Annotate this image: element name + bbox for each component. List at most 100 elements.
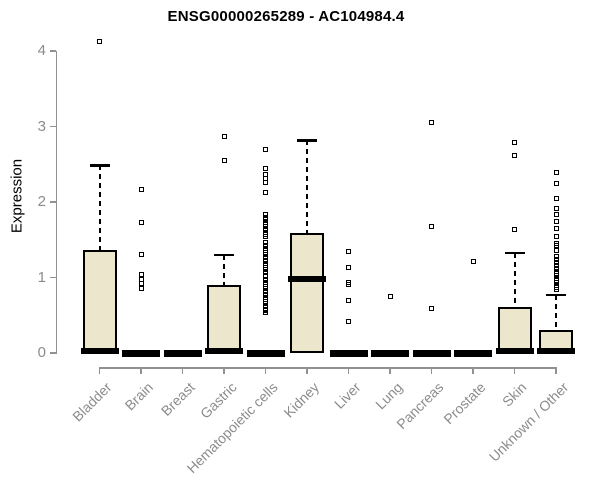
x-tick-label: Liver bbox=[331, 379, 364, 412]
outlier-point bbox=[263, 310, 268, 316]
outlier-point bbox=[553, 170, 559, 176]
median-line bbox=[537, 348, 575, 355]
x-tick-label: Kidney bbox=[280, 379, 323, 421]
x-axis-line bbox=[98, 367, 557, 369]
median-line bbox=[246, 349, 285, 357]
median-line bbox=[412, 349, 451, 357]
outlier-point bbox=[387, 293, 393, 299]
y-tick-label: 3 bbox=[37, 117, 46, 135]
median-line bbox=[454, 349, 492, 357]
median-line bbox=[371, 349, 409, 357]
y-tick bbox=[49, 125, 56, 128]
x-tick bbox=[555, 368, 557, 374]
outlier-point bbox=[263, 179, 268, 185]
outlier-point bbox=[512, 139, 517, 145]
x-tick bbox=[472, 368, 474, 374]
box bbox=[82, 249, 117, 353]
outlier-point bbox=[221, 157, 227, 163]
x-tick bbox=[223, 368, 225, 374]
outlier-point bbox=[553, 243, 559, 249]
x-tick-label: Lung bbox=[371, 379, 406, 413]
outlier-point bbox=[138, 286, 144, 292]
x-tick bbox=[389, 368, 391, 374]
whisker-cap bbox=[546, 293, 566, 297]
x-tick-label: Skin bbox=[499, 379, 530, 410]
whisker-line bbox=[306, 140, 308, 233]
box bbox=[497, 306, 532, 353]
outlier-point bbox=[553, 195, 559, 201]
outlier-point bbox=[553, 259, 559, 265]
outlier-point bbox=[138, 271, 144, 277]
outlier-point bbox=[97, 39, 102, 45]
outlier-point bbox=[429, 120, 434, 126]
median-line bbox=[80, 348, 119, 355]
whisker-cap bbox=[89, 164, 110, 167]
outlier-point bbox=[263, 171, 268, 177]
outlier-point bbox=[346, 318, 351, 324]
outlier-point bbox=[263, 226, 268, 232]
x-tick bbox=[140, 368, 142, 374]
y-axis-line bbox=[55, 51, 57, 354]
outlier-point bbox=[553, 262, 559, 268]
median-line bbox=[122, 349, 160, 357]
whisker-cap bbox=[214, 253, 234, 257]
x-tick-label: Brain bbox=[121, 379, 157, 414]
outlier-point bbox=[512, 152, 517, 158]
x-tick-label: Bladder bbox=[69, 379, 115, 425]
outlier-point bbox=[553, 253, 559, 259]
y-tick-label: 2 bbox=[37, 193, 46, 210]
x-tick-label: Unknown / Other bbox=[485, 379, 572, 465]
x-tick bbox=[98, 368, 101, 374]
outlier-point bbox=[553, 180, 559, 186]
x-tick bbox=[306, 368, 308, 374]
x-tick bbox=[181, 368, 184, 374]
outlier-point bbox=[512, 226, 517, 232]
outlier-point bbox=[470, 259, 476, 265]
y-tick bbox=[49, 276, 56, 279]
y-tick-label: 4 bbox=[37, 42, 46, 59]
y-tick bbox=[49, 201, 56, 203]
outlier-point bbox=[429, 223, 434, 229]
median-line bbox=[495, 348, 534, 355]
y-tick-label: 1 bbox=[37, 268, 46, 286]
outlier-point bbox=[553, 212, 559, 218]
outlier-point bbox=[346, 265, 351, 271]
outlier-point bbox=[429, 305, 434, 311]
outlier-point bbox=[346, 297, 351, 303]
outlier-point bbox=[138, 252, 144, 258]
x-tick-label: Prostate bbox=[440, 379, 489, 428]
outlier-point bbox=[553, 265, 559, 271]
outlier-point bbox=[138, 219, 144, 225]
whisker-line bbox=[98, 165, 101, 250]
outlier-point bbox=[553, 219, 559, 225]
x-tick-label: Breast bbox=[157, 379, 198, 419]
outlier-point bbox=[553, 247, 559, 253]
y-tick bbox=[49, 352, 56, 354]
box bbox=[290, 232, 324, 353]
x-tick bbox=[430, 368, 433, 374]
whisker-line bbox=[555, 294, 557, 331]
outlier-point bbox=[553, 287, 559, 293]
outlier-point bbox=[553, 256, 559, 262]
whisker-cap bbox=[297, 139, 317, 142]
outlier-point bbox=[263, 165, 268, 171]
outlier-point bbox=[263, 234, 268, 240]
median-line bbox=[329, 349, 368, 357]
whisker-line bbox=[223, 254, 225, 286]
whisker-line bbox=[513, 252, 516, 307]
outlier-point bbox=[346, 248, 351, 254]
outlier-point bbox=[263, 147, 268, 153]
outlier-point bbox=[263, 216, 268, 222]
outlier-point bbox=[221, 133, 227, 139]
x-tick bbox=[347, 368, 350, 374]
chart-title: ENSG00000265289 - AC104984.4 bbox=[167, 8, 405, 25]
outlier-point bbox=[553, 234, 559, 240]
median-line bbox=[163, 349, 202, 357]
median-line bbox=[288, 276, 326, 282]
outlier-point bbox=[138, 187, 144, 193]
outlier-point bbox=[553, 205, 559, 211]
box bbox=[207, 285, 241, 353]
x-tick bbox=[513, 368, 516, 374]
